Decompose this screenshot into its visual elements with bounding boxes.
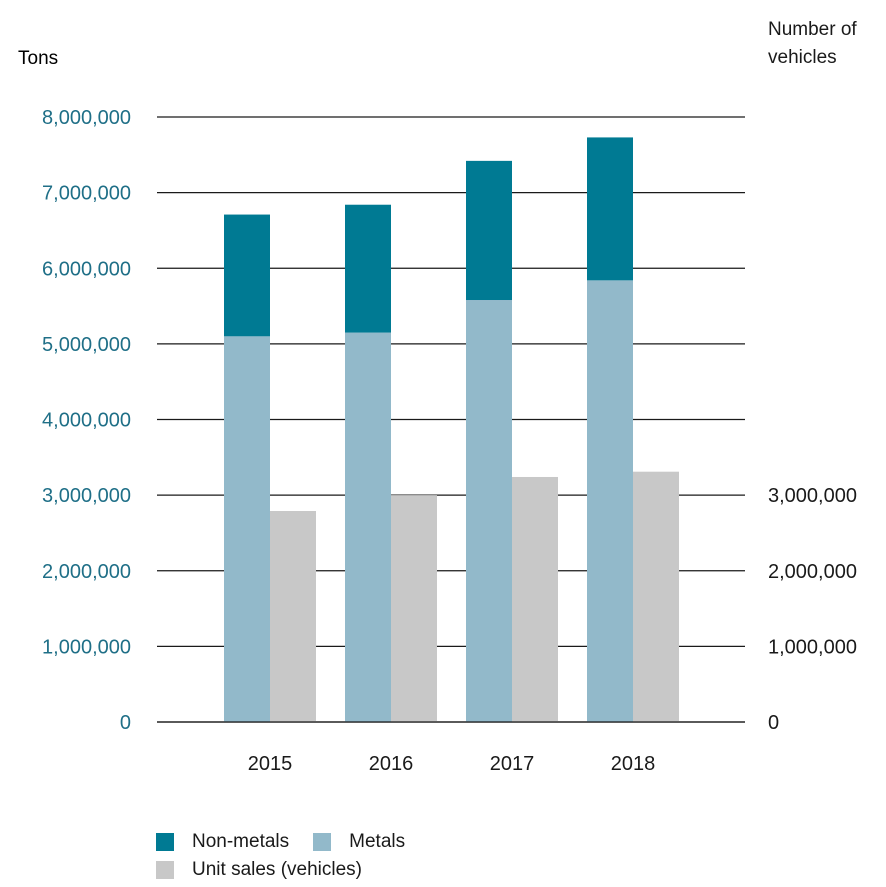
legend-row-2: Unit sales (vehicles) — [156, 856, 429, 884]
bar-metals-2017 — [466, 300, 512, 722]
x-tick-label-2017: 2017 — [490, 753, 535, 775]
legend-item-non-metals: Non-metals — [156, 831, 289, 853]
bar-non-metals-2018 — [587, 137, 633, 281]
left-tick-label-0: 0 — [120, 712, 131, 734]
left-tick-label-5: 5,000,000 — [42, 334, 131, 356]
bar-metals-2018 — [587, 280, 633, 722]
right-tick-label-1: 1,000,000 — [768, 636, 857, 658]
right-axis-title: Number of vehicles — [768, 16, 878, 72]
left-tick-label-7: 7,000,000 — [42, 183, 131, 205]
left-tick-label-8: 8,000,000 — [42, 107, 131, 129]
bar-non-metals-2015 — [224, 214, 270, 337]
x-tick-label-2015: 2015 — [248, 753, 293, 775]
left-axis-title: Tons — [18, 48, 59, 69]
left-tick-label-6: 6,000,000 — [42, 258, 131, 280]
bar-metals-2015 — [224, 336, 270, 722]
left-tick-label-4: 4,000,000 — [42, 410, 131, 432]
left-tick-label-1: 1,000,000 — [42, 636, 131, 658]
right-tick-label-2: 2,000,000 — [768, 561, 857, 583]
left-tick-label-3: 3,000,000 — [42, 485, 131, 507]
legend-swatch-metals — [313, 833, 332, 851]
left-tick-label-2: 2,000,000 — [42, 561, 131, 583]
legend-item-unit-sales: Unit sales (vehicles) — [156, 859, 362, 881]
bar-unit-sales-2016 — [391, 495, 437, 722]
legend-row-1: Non-metals Metals — [156, 828, 429, 856]
bar-unit-sales-2015 — [270, 511, 316, 722]
right-tick-label-3: 3,000,000 — [768, 485, 857, 507]
bar-metals-2016 — [345, 332, 391, 722]
legend: Non-metals Metals Unit sales (vehicles) — [156, 828, 429, 884]
legend-swatch-unit-sales — [156, 861, 174, 879]
legend-label-metals: Metals — [349, 831, 406, 852]
right-tick-label-0: 0 — [768, 712, 779, 734]
x-tick-label-2018: 2018 — [611, 753, 656, 775]
legend-swatch-non-metals — [156, 833, 174, 851]
bar-non-metals-2017 — [466, 160, 512, 301]
legend-item-metals: Metals — [313, 831, 405, 853]
legend-label-unit-sales: Unit sales (vehicles) — [192, 859, 362, 880]
bar-unit-sales-2017 — [512, 476, 558, 722]
legend-label-non-metals: Non-metals — [192, 831, 290, 852]
bar-unit-sales-2018 — [633, 471, 679, 722]
right-axis-title-text: Number of vehicles — [768, 19, 857, 68]
x-tick-label-2016: 2016 — [369, 753, 414, 775]
bar-non-metals-2016 — [345, 204, 391, 333]
